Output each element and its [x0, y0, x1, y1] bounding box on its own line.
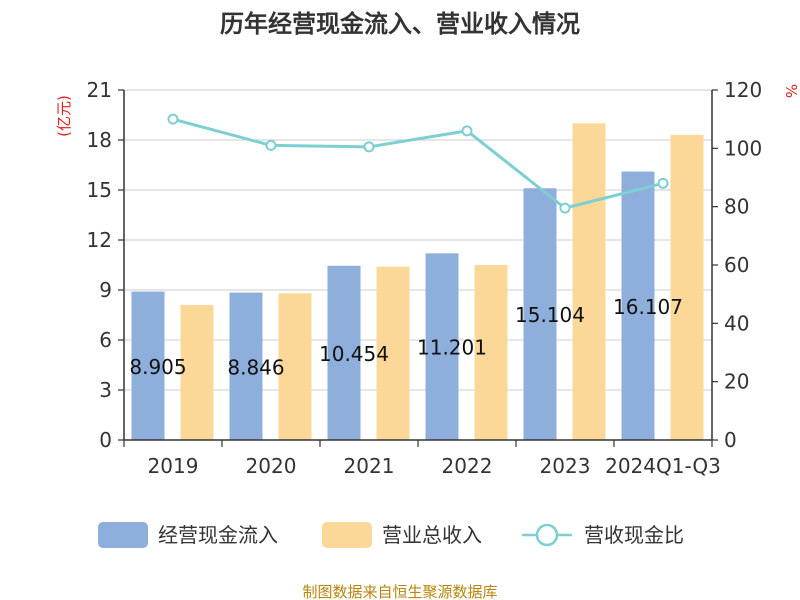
data-label-2019: 8.905 [129, 355, 186, 379]
data-label-2024Q1-Q3: 16.107 [613, 295, 683, 319]
bar-revenue-2019 [180, 305, 214, 440]
right-tick-20: 20 [724, 370, 749, 394]
x-tick-label-2024Q1-Q3: 2024Q1-Q3 [605, 454, 721, 478]
data-label-2021: 10.454 [319, 342, 389, 366]
ratio-point-2019 [167, 113, 179, 125]
legend-swatch-revenue [322, 522, 372, 548]
bar-cash-inflow-2021 [327, 265, 361, 440]
data-label-2022: 11.201 [417, 336, 487, 360]
bar-revenue-2023 [572, 123, 606, 440]
bar-revenue-2021 [376, 266, 410, 440]
bar-cash-inflow-2023 [523, 188, 557, 440]
x-tick-label-2023: 2023 [540, 454, 591, 478]
ratio-point-2023 [559, 202, 571, 214]
left-tick-3: 3 [99, 378, 112, 402]
right-tick-0: 0 [724, 428, 737, 452]
left-tick-15: 15 [87, 178, 112, 202]
ratio-line [167, 113, 669, 214]
bars [131, 123, 704, 441]
left-tick-6: 6 [99, 328, 112, 352]
bar-cash-inflow-2019 [131, 291, 165, 440]
chart-title: 历年经营现金流入、营业收入情况 [220, 10, 580, 38]
bar-cash-inflow-2020 [229, 292, 263, 440]
bar-revenue-2024Q1-Q3 [670, 135, 704, 440]
legend-swatch-ratio-marker [535, 523, 559, 547]
x-tick-label-2022: 2022 [442, 454, 493, 478]
legend-swatch-cash-inflow [98, 522, 148, 548]
right-tick-80: 80 [724, 195, 749, 219]
legend-label-cash-inflow: 经营现金流入 [158, 523, 278, 547]
left-tick-21: 21 [87, 78, 112, 102]
left-tick-12: 12 [87, 228, 112, 252]
x-tick-label-2021: 2021 [344, 454, 395, 478]
source-note: 制图数据来自恒生聚源数据库 [302, 583, 497, 600]
bar-cash-inflow-2024Q1-Q3 [621, 171, 655, 441]
right-tick-60: 60 [724, 253, 749, 277]
data-labels: 8.905 8.846 10.454 11.201 15.104 16.107 [129, 295, 683, 380]
right-tick-100: 100 [724, 136, 762, 160]
ratio-point-2024Q1-Q3 [657, 177, 669, 189]
left-tick-9: 9 [99, 278, 112, 302]
bar-cash-inflow-2022 [425, 253, 459, 440]
data-label-2020: 8.846 [227, 355, 284, 379]
legend-label-ratio: 营收现金比 [584, 523, 684, 547]
ratio-polyline [172, 117, 664, 210]
left-tick-18: 18 [87, 128, 112, 152]
bar-revenue-2022 [474, 265, 508, 440]
left-axis-unit: (亿元) [55, 95, 73, 137]
ratio-point-2022 [461, 125, 473, 137]
axes [118, 89, 718, 447]
ratio-point-2020 [265, 139, 277, 151]
tick-labels: 0 3 6 9 12 15 18 21 0 20 40 60 80 100 120 2019 2020 2021 2… [87, 78, 763, 478]
x-tick-label-2020: 2020 [246, 454, 297, 478]
left-tick-0: 0 [99, 428, 112, 452]
data-label-2023: 15.104 [515, 303, 585, 327]
right-axis-unit: % [782, 84, 800, 98]
legend-label-revenue: 营业总收入 [382, 523, 482, 547]
right-tick-120: 120 [724, 78, 762, 102]
x-tick-label-2019: 2019 [148, 454, 199, 478]
bar-revenue-2020 [278, 293, 312, 440]
legend: 经营现金流入 营业总收入 营收现金比 [98, 522, 684, 548]
right-tick-40: 40 [724, 311, 749, 335]
ratio-point-2021 [363, 141, 375, 153]
